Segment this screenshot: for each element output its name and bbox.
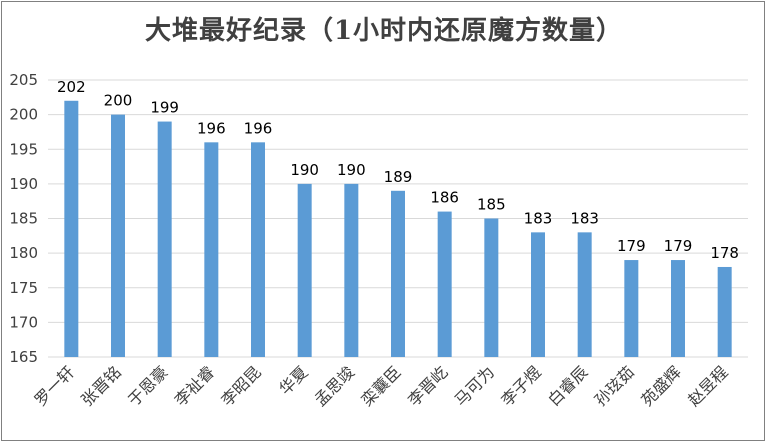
- data-label: 183: [524, 209, 553, 227]
- bar: [64, 100, 79, 358]
- x-category-label: 白睿辰: [544, 362, 591, 409]
- data-label: 179: [617, 237, 646, 255]
- data-label: 202: [57, 78, 86, 96]
- bar: [297, 183, 312, 357]
- x-category-label: 孟思竣: [311, 362, 358, 409]
- data-label: 199: [150, 99, 179, 117]
- data-label: 200: [104, 92, 133, 110]
- bar: [204, 142, 219, 357]
- y-tick-label: 165: [9, 348, 38, 366]
- bar: [484, 218, 499, 357]
- data-label: 196: [244, 119, 273, 137]
- y-tick-label: 175: [9, 279, 38, 297]
- data-label: 190: [290, 161, 319, 179]
- bar: [111, 114, 125, 357]
- x-category-label: 孙玹茹: [591, 362, 638, 409]
- data-label: 185: [477, 196, 506, 214]
- x-category-label: 李昭昆: [217, 362, 264, 409]
- x-category-label: 马可为: [451, 362, 498, 409]
- data-label: 189: [384, 168, 413, 186]
- data-label: 196: [197, 119, 226, 137]
- bar: [577, 232, 592, 357]
- y-tick-label: 200: [9, 106, 38, 124]
- bar: [437, 211, 452, 357]
- bar: [391, 190, 405, 357]
- x-category-label: 于恩豪: [124, 362, 171, 409]
- y-tick-label: 205: [9, 71, 38, 89]
- y-tick-label: 170: [9, 313, 38, 331]
- x-category-label: 苑盛辉: [637, 362, 684, 409]
- x-category-label: 李子煜: [497, 362, 544, 409]
- data-label: 186: [430, 189, 459, 207]
- y-tick-label: 190: [9, 175, 38, 193]
- data-label: 179: [664, 237, 693, 255]
- bar: [251, 142, 265, 357]
- x-category-label: 张晋铭: [77, 362, 124, 409]
- data-label: 183: [570, 209, 599, 227]
- y-tick-label: 180: [9, 244, 38, 262]
- bar: [531, 232, 545, 357]
- y-tick-label: 185: [9, 210, 38, 228]
- bar: [157, 121, 172, 357]
- bar: [344, 183, 359, 357]
- x-category-label: 华夏: [275, 362, 311, 398]
- bar: [671, 260, 685, 357]
- y-tick-label: 195: [9, 140, 38, 158]
- bar: [717, 266, 732, 357]
- x-category-label: 罗一轩: [31, 362, 78, 409]
- x-category-label: 李祉睿: [171, 362, 218, 409]
- chart-title: 大堆最好纪录（1小时内还原魔方数量）: [144, 16, 624, 46]
- x-category-label: 栾蘘臣: [357, 362, 404, 409]
- x-category-label: 李晋屹: [404, 362, 451, 409]
- data-label: 178: [710, 244, 739, 262]
- bar: [624, 260, 639, 357]
- x-category-label: 赵昱程: [684, 362, 731, 409]
- data-label: 190: [337, 161, 366, 179]
